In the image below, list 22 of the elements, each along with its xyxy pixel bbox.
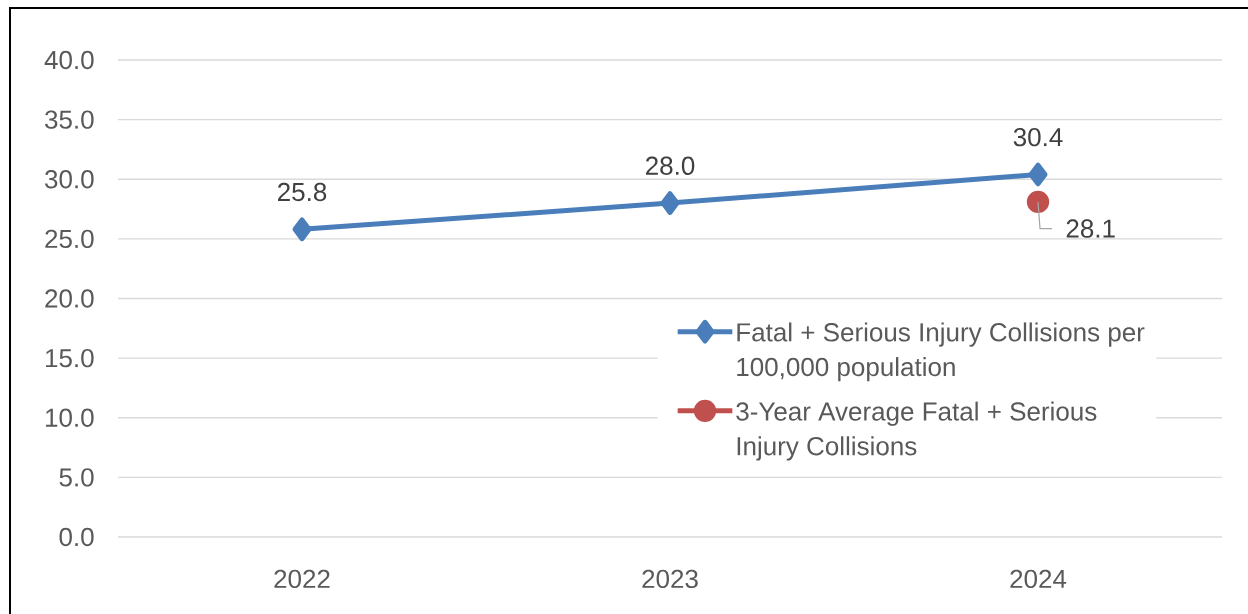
legend-label: 3-Year Average Fatal + Serious Injury Collisions <box>736 401 1097 461</box>
data-label: 25.8 <box>278 182 327 202</box>
y-tick-label: 15.0 <box>46 348 94 368</box>
data-label: 28.1 <box>1066 219 1115 238</box>
x-tick-label: 2024 <box>1010 569 1067 589</box>
legend-label: Fatal + Serious Injury Collisions per 100,000 population <box>737 322 1145 382</box>
data-label: 28.0 <box>646 156 695 175</box>
y-tick-label: 0.0 <box>59 527 94 547</box>
x-tick-label: 2023 <box>642 569 698 589</box>
y-tick-label: 20.0 <box>45 289 94 308</box>
point <box>660 191 680 215</box>
y-tick-label: 35.0 <box>45 110 94 129</box>
data-label: 30.4 <box>1013 127 1063 147</box>
y-tick-label: 10.0 <box>46 408 94 427</box>
y-tick-label: 40.0 <box>44 50 94 70</box>
point <box>292 217 312 242</box>
x-tick-label: 2022 <box>274 569 330 589</box>
point <box>1028 162 1048 187</box>
point <box>1026 190 1050 214</box>
y-tick-label: 5.0 <box>59 468 94 487</box>
y-tick-label: 30.0 <box>45 170 94 189</box>
y-tick-label: 25.0 <box>45 229 94 249</box>
